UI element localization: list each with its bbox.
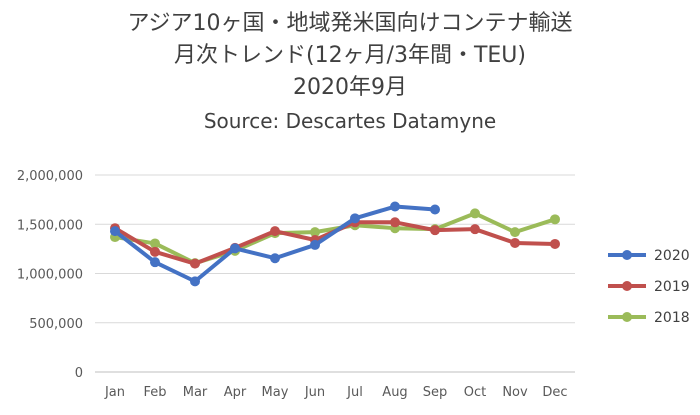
x-tick-label-apr: Apr (224, 385, 247, 400)
data-point-2019-dec (550, 238, 560, 249)
data-point-2020-apr (230, 243, 240, 254)
chart-title-line-3: 2020年9月 (293, 75, 407, 100)
data-point-2018-feb (150, 238, 160, 249)
data-point-2020-aug (390, 201, 400, 212)
legend-marker-2020 (622, 250, 632, 260)
data-point-2018-nov (510, 227, 520, 238)
data-point-2019-mar (190, 258, 200, 269)
chart-source: Source: Descartes Datamyne (203, 109, 497, 133)
y-tick-label-4: 2,000,000 (17, 169, 83, 184)
y-tick-label-2: 1,000,000 (17, 268, 83, 283)
x-tick-label-oct: Oct (464, 385, 486, 400)
data-point-2020-mar (190, 276, 200, 287)
x-tick-label-sep: Sep (423, 385, 448, 400)
series-line-2018 (113, 211, 557, 266)
data-point-2020-may (270, 253, 280, 264)
legend-label-2019: 2019 (654, 279, 690, 295)
x-tick-label-dec: Dec (542, 385, 567, 400)
x-tick-label-jun: Jun (304, 385, 325, 400)
legend-marker-2018 (622, 312, 632, 322)
data-point-2018-jun (310, 227, 320, 238)
x-tick-label-jul: Jul (346, 385, 363, 400)
legend-marker-2019 (622, 281, 632, 291)
data-point-2019-sep (430, 225, 440, 236)
data-point-2018-dec (550, 214, 560, 225)
data-point-2020-jan (110, 226, 120, 237)
data-point-2020-feb (150, 257, 160, 268)
x-tick-label-aug: Aug (382, 385, 407, 400)
data-point-2019-aug (390, 217, 400, 228)
data-point-2019-nov (510, 237, 520, 248)
data-point-2018-oct (470, 208, 480, 219)
data-point-2019-may (270, 226, 280, 237)
y-tick-label-1: 500,000 (29, 317, 83, 332)
x-tick-label-mar: Mar (183, 385, 208, 400)
data-point-2019-feb (150, 246, 160, 257)
data-point-2020-sep (430, 204, 440, 215)
series-line-2020 (113, 204, 437, 284)
x-tick-label-may: May (262, 385, 289, 400)
data-point-2020-jul (350, 213, 360, 224)
x-tick-label-nov: Nov (502, 385, 528, 400)
x-tick-label-feb: Feb (143, 385, 166, 400)
chart-title-line-1: アジア10ヶ国・地域発米国向けコンテナ輸送 (127, 11, 573, 36)
y-tick-label-0: 0 (75, 366, 83, 381)
data-point-2019-oct (470, 224, 480, 235)
legend-label-2018: 2018 (654, 310, 690, 326)
x-tick-label-jan: Jan (104, 385, 125, 400)
data-point-2020-jun (310, 239, 320, 250)
chart-title-line-2: 月次トレンド(12ヶ月/3年間・TEU) (173, 43, 526, 68)
legend-label-2020: 2020 (654, 248, 690, 264)
y-tick-label-3: 1,500,000 (17, 218, 83, 233)
